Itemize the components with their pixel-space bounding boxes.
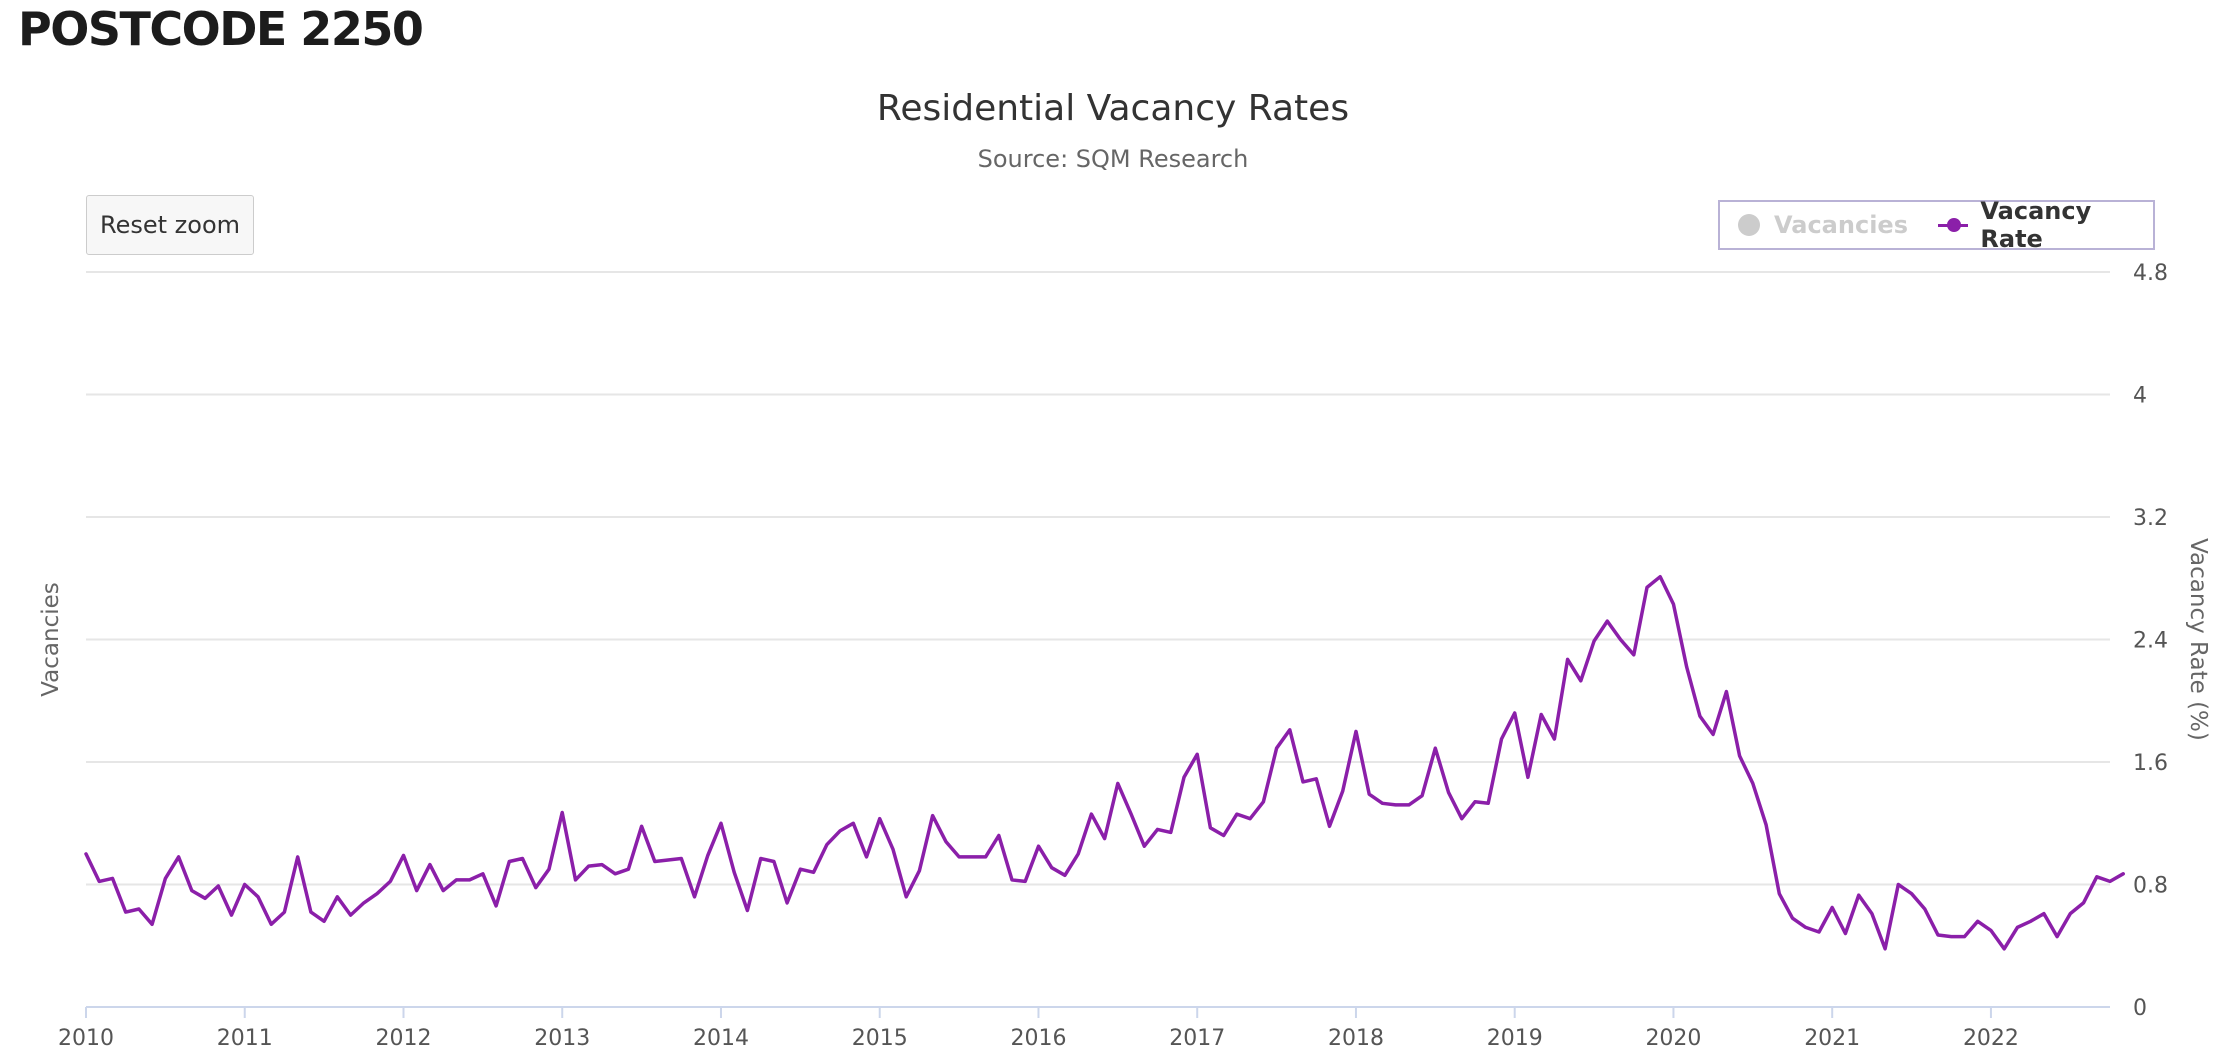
y-tick-label: 4.8 xyxy=(2133,261,2168,286)
y-axis-ticks: 0 0.8 1.6 2.4 3.2 4 4.8 xyxy=(2133,261,2168,1021)
chart-subtitle: Source: SQM Research xyxy=(977,145,1249,173)
x-tick-label: 2016 xyxy=(1010,1026,1066,1051)
x-axis-ticks: 2010 2011 2012 2013 2014 2015 2016 2017 2018 2019… xyxy=(58,1007,2019,1051)
x-tick-label: 2019 xyxy=(1487,1026,1543,1051)
legend-item-vacancies[interactable]: Vacancies xyxy=(1738,202,1908,248)
chart-title: Residential Vacancy Rates xyxy=(876,88,1350,129)
y-axis-title-left: Vacancies xyxy=(38,582,64,697)
circle-marker-icon xyxy=(1738,214,1760,236)
x-tick-label: 2012 xyxy=(375,1026,431,1051)
reset-zoom-button[interactable]: Reset zoom xyxy=(86,195,254,255)
legend-item-vacancy-rate[interactable]: Vacancy Rate xyxy=(1938,197,2153,253)
x-tick-label: 2014 xyxy=(693,1026,749,1051)
legend-label-vacancies: Vacancies xyxy=(1774,211,1908,239)
y-axis-title-right: Vacancy Rate (%) xyxy=(2185,538,2211,741)
grid-lines xyxy=(86,271,2110,886)
x-tick-label: 2015 xyxy=(852,1026,908,1051)
line-marker-icon xyxy=(1938,214,1969,236)
y-tick-label: 1.6 xyxy=(2133,751,2168,776)
x-tick-label: 2011 xyxy=(217,1026,273,1051)
series-line-vacancy-rate[interactable] xyxy=(84,574,2125,951)
x-tick-label: 2021 xyxy=(1804,1026,1860,1051)
y-tick-label: 4 xyxy=(2133,384,2147,409)
x-tick-label: 2020 xyxy=(1645,1026,1701,1051)
series-group xyxy=(84,574,2125,951)
x-tick-label: 2018 xyxy=(1328,1026,1384,1051)
chart-legend: Vacancies Vacancy Rate xyxy=(1718,197,2155,253)
x-tick-label: 2010 xyxy=(58,1026,114,1051)
x-tick-label: 2013 xyxy=(534,1026,590,1051)
x-tick-label: 2022 xyxy=(1963,1026,2019,1051)
legend-label-vacancy-rate: Vacancy Rate xyxy=(1980,197,2092,253)
y-tick-label: 2.4 xyxy=(2133,629,2168,654)
page-title: POSTCODE 2250 xyxy=(18,2,424,56)
y-tick-label: 3.2 xyxy=(2133,506,2168,531)
x-tick-label: 2017 xyxy=(1169,1026,1225,1051)
y-tick-label: 0 xyxy=(2133,996,2147,1021)
y-tick-label: 0.8 xyxy=(2133,874,2168,899)
